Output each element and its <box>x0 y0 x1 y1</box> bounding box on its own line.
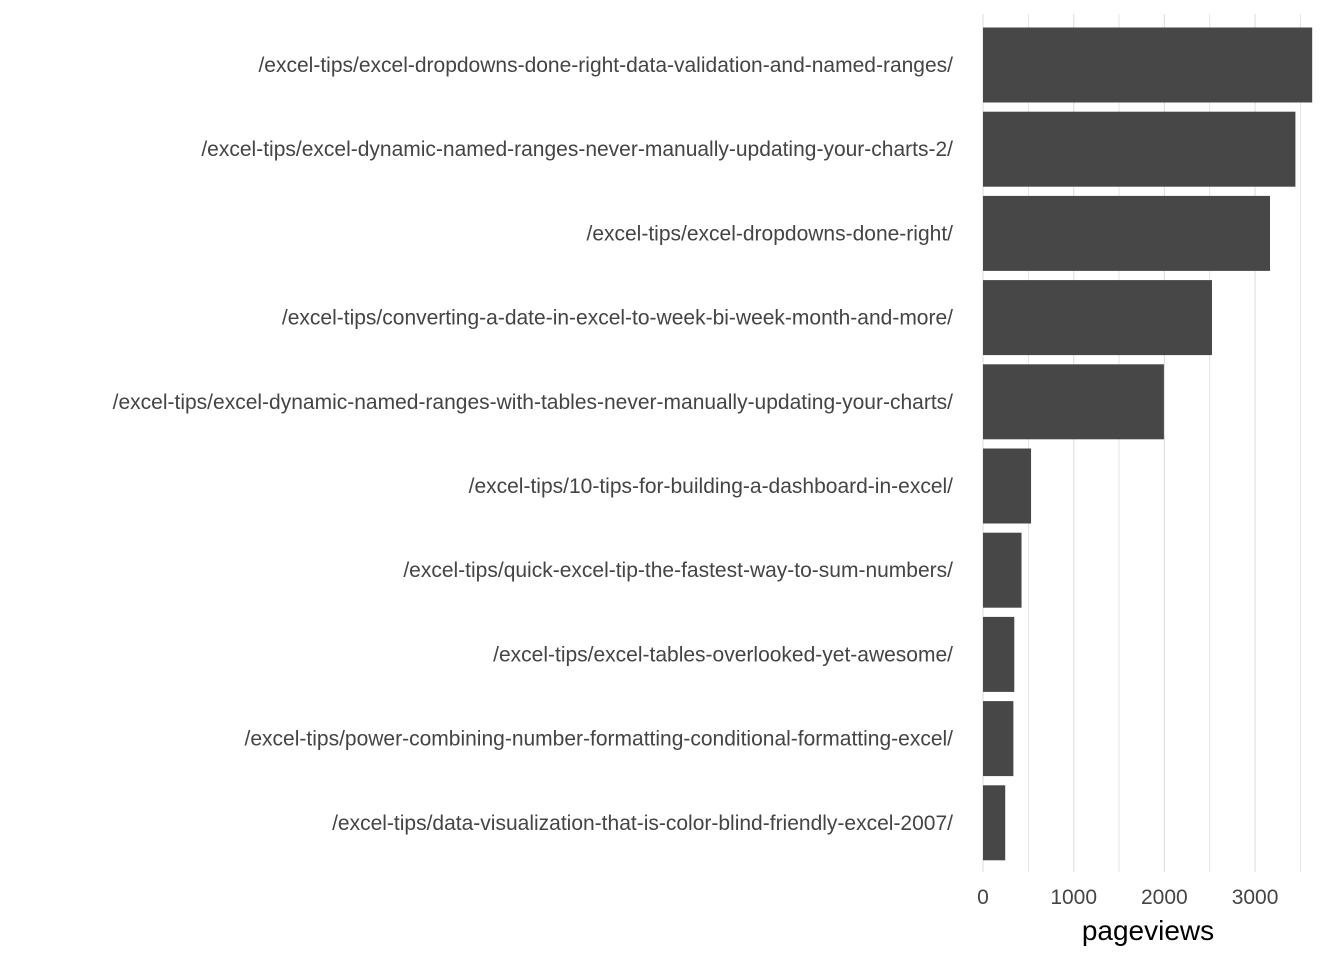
bar <box>983 364 1164 440</box>
x-tick-labels: 0 1000 2000 3000 <box>977 886 1278 909</box>
x-tick-label: 1000 <box>1050 886 1097 909</box>
bar <box>983 785 1006 861</box>
category-label: /excel-tips/10-tips-for-building-a-dashb… <box>469 475 954 498</box>
category-label: /excel-tips/excel-tables-overlooked-yet-… <box>493 643 953 666</box>
category-label: /excel-tips/quick-excel-tip-the-fastest-… <box>403 559 953 582</box>
bar <box>983 27 1313 103</box>
x-axis-title: pageviews <box>1082 915 1214 946</box>
category-label: /excel-tips/excel-dropdowns-done-right/ <box>586 222 953 245</box>
category-label: /excel-tips/power-combining-number-forma… <box>245 728 954 751</box>
bar <box>983 111 1296 187</box>
bar <box>983 616 1015 692</box>
category-labels: /excel-tips/excel-dropdowns-done-right-d… <box>113 54 954 835</box>
category-label: /excel-tips/converting-a-date-in-excel-t… <box>282 307 953 330</box>
x-tick-label: 0 <box>977 886 989 909</box>
bar <box>983 195 1271 271</box>
bar <box>983 448 1032 524</box>
bar <box>983 701 1014 777</box>
bar <box>983 532 1022 608</box>
category-label: /excel-tips/excel-dropdowns-done-right-d… <box>258 54 953 77</box>
bar <box>983 280 1212 356</box>
category-label: /excel-tips/data-visualization-that-is-c… <box>332 812 953 835</box>
x-tick-label: 2000 <box>1141 886 1188 909</box>
x-tick-label: 3000 <box>1232 886 1279 909</box>
bars <box>983 27 1313 861</box>
category-label: /excel-tips/excel-dynamic-named-ranges-n… <box>201 138 953 161</box>
category-label: /excel-tips/excel-dynamic-named-ranges-w… <box>113 391 954 414</box>
